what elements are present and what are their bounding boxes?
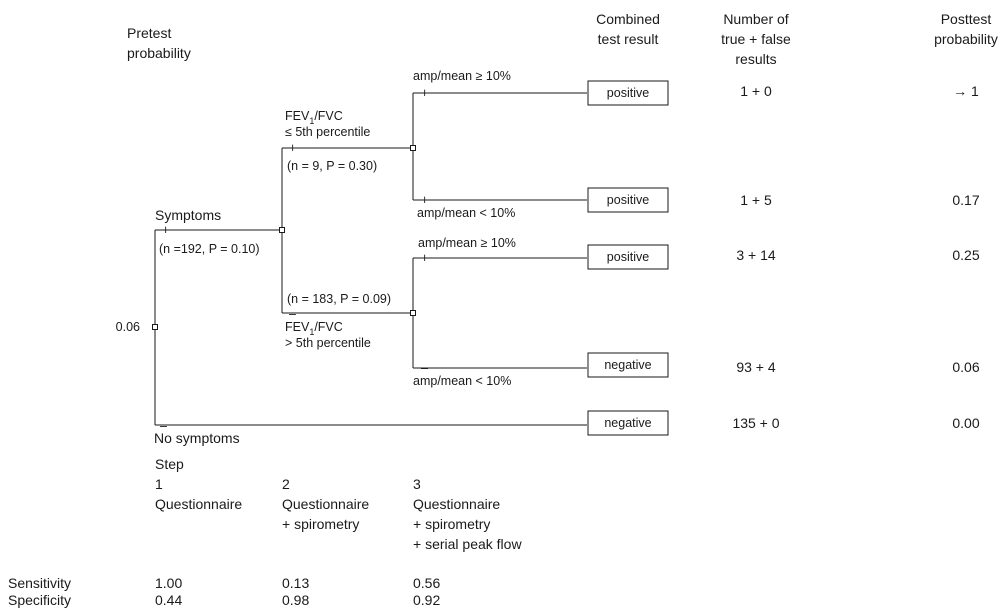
posttest-value: 0.25 bbox=[952, 247, 979, 263]
amp-ge-lower-sign: + bbox=[421, 251, 428, 265]
posttest-value: 0.00 bbox=[952, 415, 979, 431]
result-label: positive bbox=[607, 193, 649, 207]
fev-low-node bbox=[410, 145, 416, 151]
counts-value: 93 + 4 bbox=[736, 359, 776, 375]
header-posttest-line2: probability bbox=[934, 31, 998, 47]
no-symptoms-label: No symptoms bbox=[154, 430, 240, 446]
result-box bbox=[587, 244, 669, 270]
posttest-value: 0.17 bbox=[952, 192, 979, 208]
result-label: negative bbox=[604, 416, 651, 430]
fev-high-label-line1: FEV1/FVC bbox=[285, 320, 343, 337]
header-number-line2: true + false bbox=[721, 31, 791, 47]
outcome-row: positive 3 + 14 0.25 bbox=[587, 244, 980, 270]
specificity-step3: 0.92 bbox=[413, 592, 440, 608]
step1-number: 1 bbox=[155, 476, 163, 492]
posttest-value: 0.06 bbox=[952, 359, 979, 375]
symptoms-label: Symptoms bbox=[155, 207, 221, 223]
step3-line3: + serial peak flow bbox=[413, 536, 522, 552]
branch-labels: Symptoms + (n =192, P = 0.10) – No sympt… bbox=[154, 69, 516, 446]
fev-high-n: (n = 183, P = 0.09) bbox=[287, 292, 391, 306]
outcome-row: positive 1 + 0 → 1 bbox=[587, 80, 979, 106]
counts-value: 3 + 14 bbox=[736, 247, 776, 263]
counts-value: 1 + 5 bbox=[740, 192, 772, 208]
header-pretest-line2: probability bbox=[127, 45, 191, 61]
fev-low-label-line1: FEV1/FVC bbox=[285, 109, 343, 126]
sensitivity-step1: 1.00 bbox=[155, 575, 182, 591]
result-box bbox=[587, 410, 669, 436]
fev-high-sign: – bbox=[289, 307, 296, 321]
sensitivity-label: Sensitivity bbox=[8, 575, 71, 591]
specificity-step2: 0.98 bbox=[282, 592, 309, 608]
no-symptoms-sign: – bbox=[160, 419, 167, 433]
amp-lt-lower-sign: – bbox=[421, 361, 428, 375]
metrics-table: Sensitivity Specificity 1.00 0.13 0.56 0… bbox=[8, 575, 440, 608]
root-node bbox=[152, 324, 158, 330]
amp-ge-lower-label: amp/mean ≥ 10% bbox=[418, 236, 516, 250]
fev-low-sign: + bbox=[289, 141, 296, 155]
fev-low-n: (n = 9, P = 0.30) bbox=[287, 159, 377, 173]
header-posttest-line1: Posttest bbox=[941, 11, 992, 27]
header-combined-line1: Combined bbox=[596, 11, 660, 27]
header-number-line3: results bbox=[735, 51, 776, 67]
header-pretest-line1: Pretest bbox=[127, 25, 171, 41]
step-title: Step bbox=[155, 456, 184, 472]
step2-line1: Questionnaire bbox=[282, 496, 369, 512]
outcome-rows: positive 1 + 0 → 1 positive 1 + 5 0.17 p… bbox=[587, 80, 980, 436]
symptoms-node bbox=[279, 227, 285, 233]
tree-lines bbox=[154, 92, 587, 426]
header-combined-line2: test result bbox=[598, 31, 659, 47]
result-label: negative bbox=[604, 358, 651, 372]
step1-line1: Questionnaire bbox=[155, 496, 242, 512]
result-label: positive bbox=[607, 86, 649, 100]
outcome-row: negative 135 + 0 0.00 bbox=[587, 410, 980, 436]
step3-line2: + spirometry bbox=[413, 516, 490, 532]
fev-high-node bbox=[410, 310, 416, 316]
step3-number: 3 bbox=[413, 476, 421, 492]
header-number-line1: Number of bbox=[723, 11, 788, 27]
step2-number: 2 bbox=[282, 476, 290, 492]
outcome-row: negative 93 + 4 0.06 bbox=[587, 352, 980, 378]
outcome-row: positive 1 + 5 0.17 bbox=[587, 187, 980, 213]
amp-lt-lower-label: amp/mean < 10% bbox=[413, 374, 511, 388]
posttest-value: → 1 bbox=[953, 83, 979, 99]
fev-low-label-line2: ≤ 5th percentile bbox=[285, 125, 370, 139]
fev-high-label-line2: > 5th percentile bbox=[285, 336, 371, 350]
amp-lt-upper-sign: + bbox=[421, 193, 428, 207]
column-headers: Pretest probability Combined test result… bbox=[127, 11, 998, 67]
step3-line1: Questionnaire bbox=[413, 496, 500, 512]
tree-nodes bbox=[152, 145, 416, 330]
symptoms-n: (n =192, P = 0.10) bbox=[159, 242, 260, 256]
amp-ge-upper-label: amp/mean ≥ 10% bbox=[413, 69, 511, 83]
symptoms-sign: + bbox=[162, 223, 169, 237]
steps-legend: Step 1 Questionnaire 2 Questionnaire + s… bbox=[155, 456, 522, 552]
specificity-label: Specificity bbox=[8, 592, 71, 608]
counts-value: 1 + 0 bbox=[740, 83, 772, 99]
counts-value: 135 + 0 bbox=[732, 415, 779, 431]
result-box bbox=[587, 352, 669, 378]
sensitivity-step3: 0.56 bbox=[413, 575, 440, 591]
amp-lt-upper-label: amp/mean < 10% bbox=[417, 206, 515, 220]
result-box bbox=[587, 187, 669, 213]
result-label: positive bbox=[607, 250, 649, 264]
sensitivity-step2: 0.13 bbox=[282, 575, 309, 591]
step2-line2: + spirometry bbox=[282, 516, 359, 532]
specificity-step1: 0.44 bbox=[155, 592, 182, 608]
amp-ge-upper-sign: + bbox=[421, 86, 428, 100]
root-pretest-value: 0.06 bbox=[116, 320, 140, 334]
result-box bbox=[587, 80, 669, 106]
